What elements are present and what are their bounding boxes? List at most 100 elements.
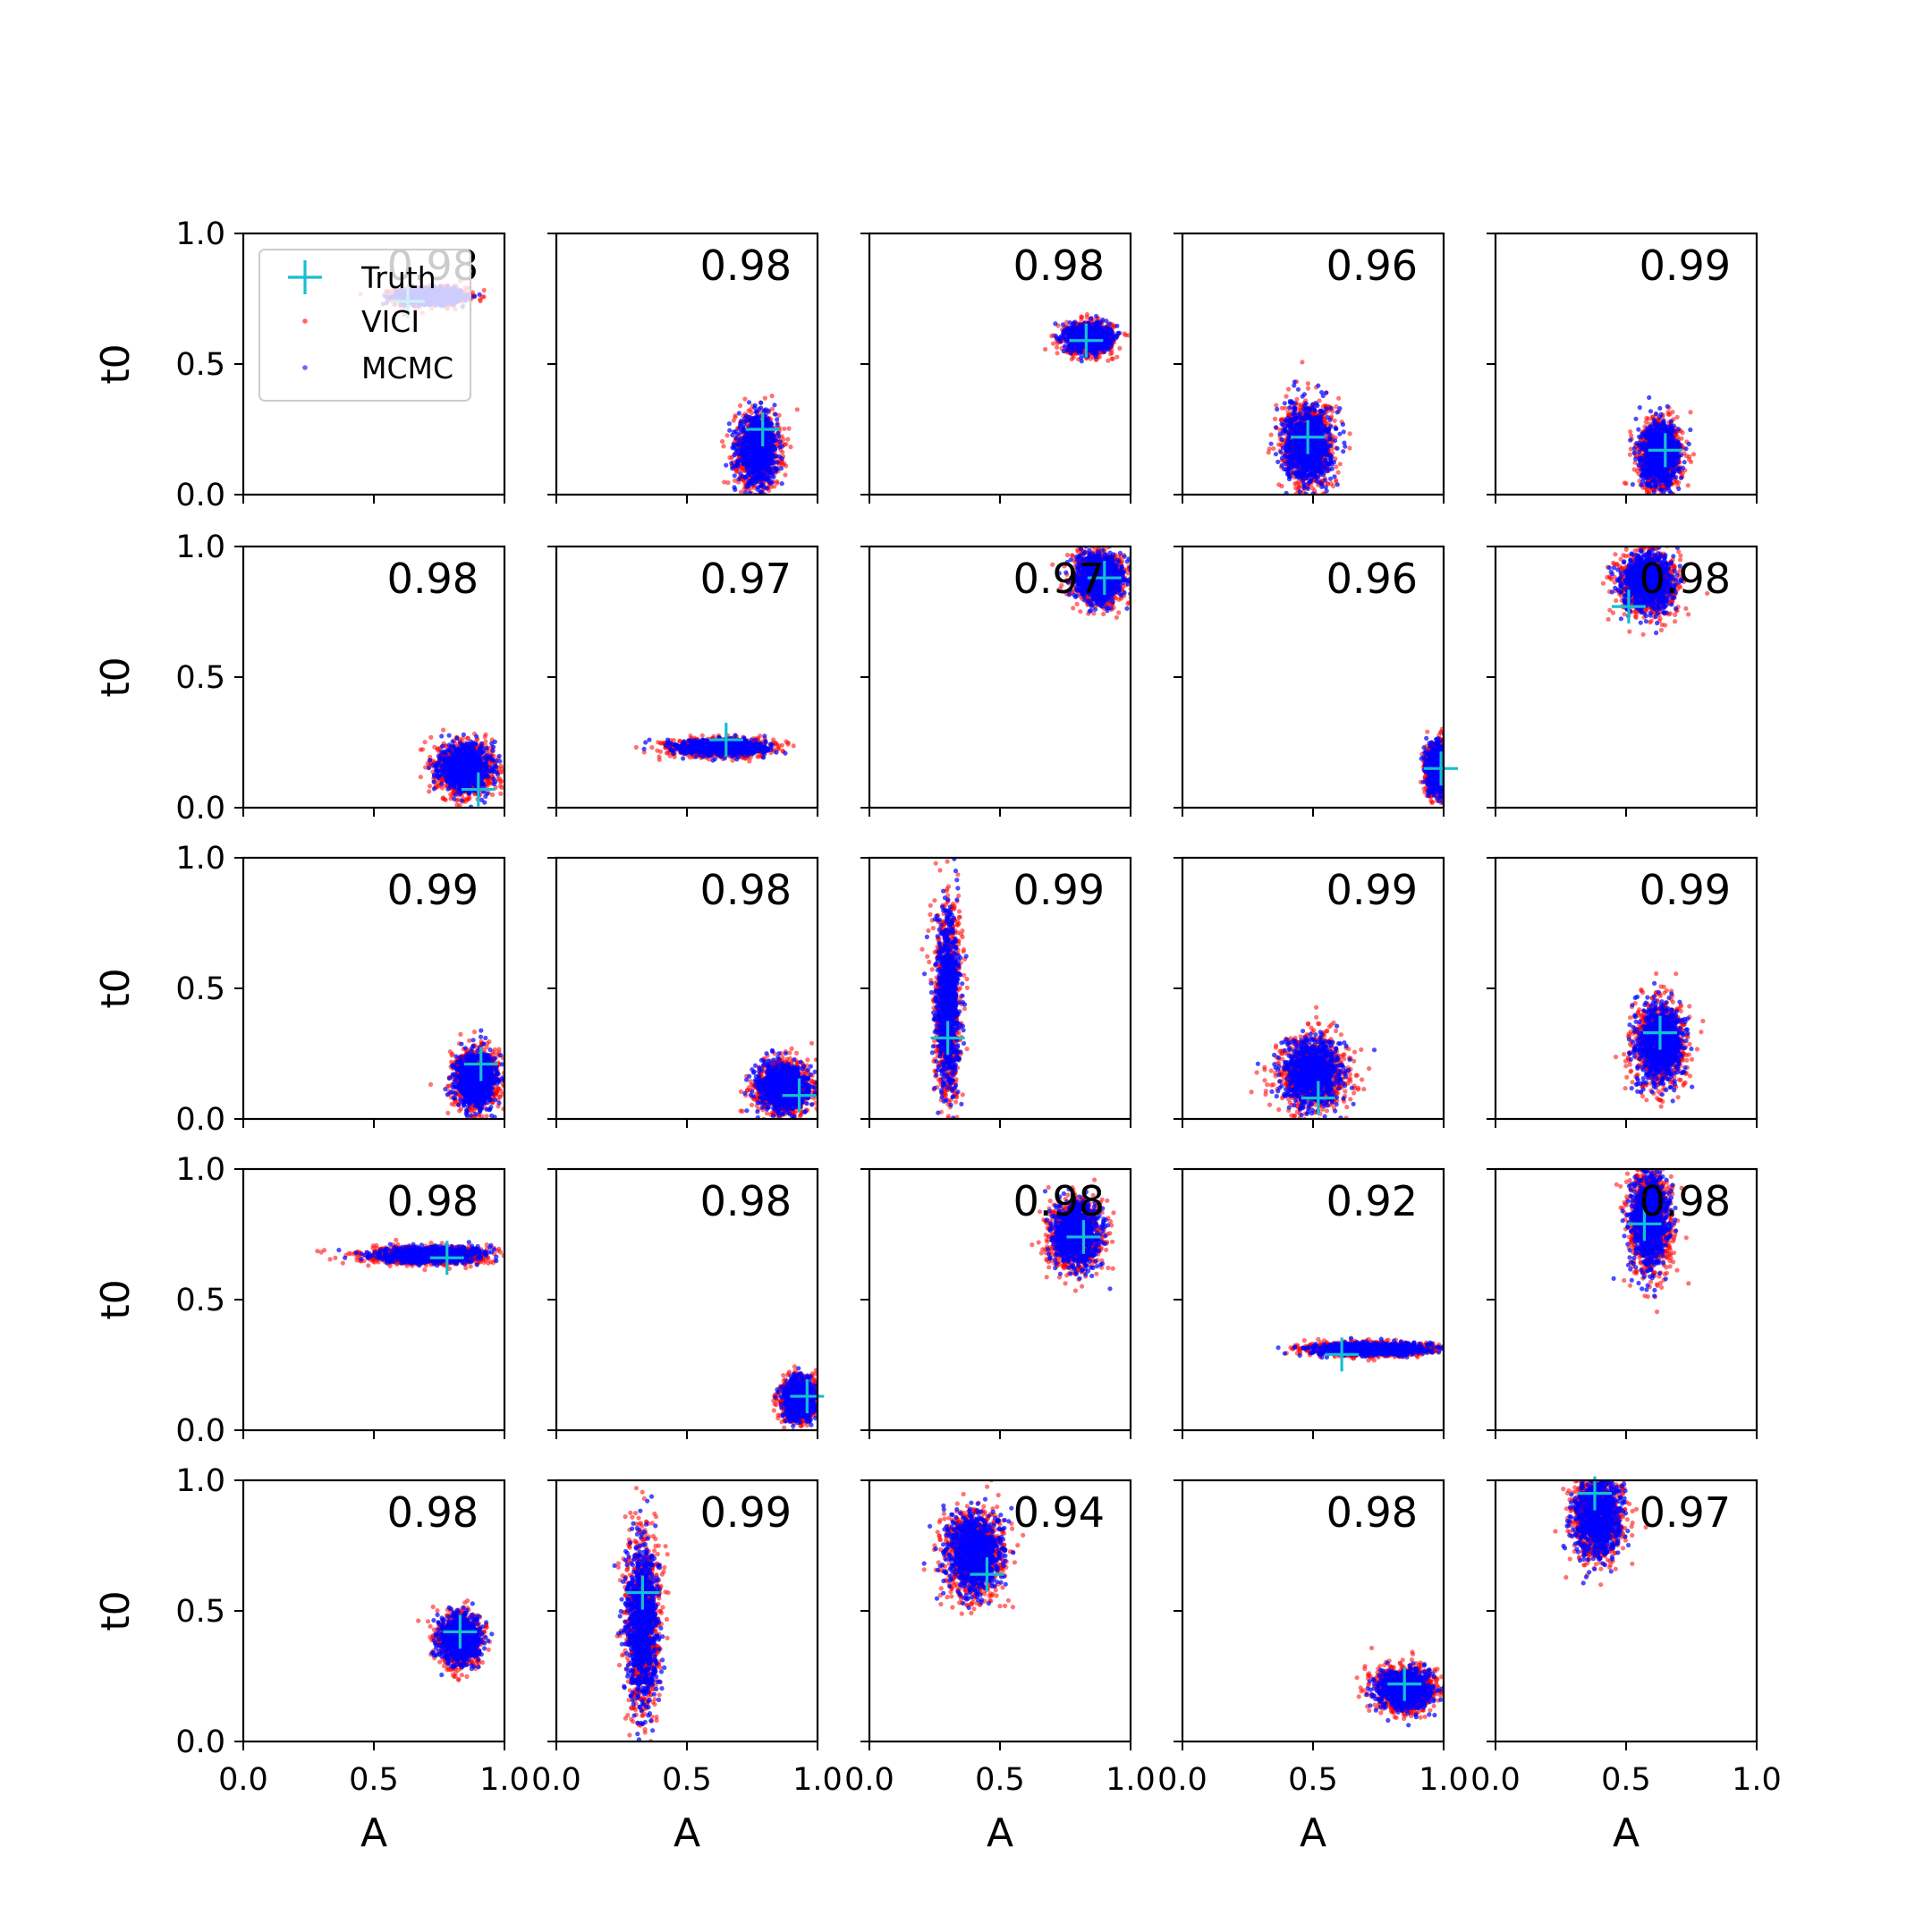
y-tick-label: 0.5 [175,347,225,383]
vici-sample-point [1122,331,1127,336]
mcmc-sample-point [738,421,743,427]
mcmc-sample-point [732,444,737,449]
mcmc-sample-point [760,457,766,462]
mcmc-sample-point [746,435,751,440]
y-tick-label: 1.0 [175,216,225,252]
panels-layer: 0.00.51.00.98t0TruthVICIMCMC0.980.980.96… [93,216,1782,1856]
vici-sample-point [1125,333,1131,338]
panel-1-2: 0.98 [547,232,819,504]
legend-label-mcmc: MCMC [361,351,453,386]
mcmc-sample-point [1104,318,1109,324]
vici-sample-point [1109,350,1114,356]
panel-1-1: 0.00.51.00.98t0TruthVICIMCMC [93,216,506,513]
mcmc-sample-point [732,473,737,479]
mcmc-sample-point [773,437,779,443]
mcmc-sample-point [763,433,768,438]
mcmc-sample-point [775,460,780,465]
mcmc-sample-point [765,450,770,455]
vici-sample-point [1097,354,1102,360]
mcmc-sample-point [472,293,478,299]
vici-sample-point [1051,341,1056,346]
mcmc-sample-point [776,453,782,459]
mcmc-sample-point [727,428,733,433]
mcmc-sample-point [778,466,784,471]
vici-sample-point [785,436,791,442]
mcmc-sample-point [769,470,775,476]
mcmc-sample-point [1104,325,1109,330]
vici-sample-point [1079,314,1085,320]
vici-sample-point [1117,345,1123,351]
mcmc-sample-point [1060,322,1066,327]
vici-sample-point [776,412,782,418]
mcmc-sample-point [755,487,760,492]
vici-sample-point [738,489,744,495]
mcmc-sample-point [768,438,775,444]
mcmc-sample-point [1061,348,1066,354]
mcmc-sample-point [724,462,729,468]
vici-sample-point [742,396,748,402]
mcmc-sample-point [745,430,750,436]
mcmc-sample-point [747,438,752,444]
mcmc-sample-point [730,466,735,471]
mcmc-sample-point [752,418,758,423]
mcmc-sample-point [770,453,775,459]
truth-marker [745,412,780,446]
vici-sample-point [727,455,733,461]
mcmc-sample-point [753,479,758,486]
mcmc-sample-point [736,477,741,482]
vici-sample-point [772,484,777,489]
mcmc-sample-point [746,471,751,477]
mcmc-sample-point [771,474,776,480]
vici-sample-point [769,394,775,399]
mcmc-sample-point [763,462,768,468]
mcmc-sample-point [736,459,741,464]
vici-sample-point [783,472,788,478]
mcmc-sample-point [1053,321,1058,326]
mcmc-sample-point [726,421,732,427]
mcmc-sample-point [772,402,777,408]
mcmc-sample-point [744,445,750,451]
vici-sample-point [1084,311,1089,318]
vici-sample-point [734,469,740,475]
mcmc-sample-point [752,447,758,453]
y-tick-label: 0.0 [175,478,225,513]
mcmc-sample-point [743,475,749,480]
mcmc-sample-point [768,461,774,467]
mcmc-sample-point [768,432,774,437]
vici-sample-point [721,444,726,449]
vici-sample-point [769,406,775,411]
vici-sample-point [782,426,787,431]
vici-sample-point [794,407,800,412]
mcmc-sample-point [741,444,747,449]
panel-1-3: 0.98 [860,232,1132,504]
mcmc-sample-point [777,439,783,445]
mcmc-sample-point [1053,333,1058,339]
vici-sample-point [724,433,730,438]
mcmc-sample-point [734,432,740,437]
vici-sample-point [733,478,738,483]
mcmc-sample-point [732,453,737,458]
legend-truth-marker [288,260,322,294]
legend-vici-marker [302,318,308,324]
mcmc-sample-point [779,481,784,487]
mcmc-sample-point [763,422,768,428]
vici-sample-point [784,441,789,447]
mcmc-sample-point [741,461,747,467]
vici-sample-point [1114,354,1120,360]
vici-sample-point [1106,358,1111,363]
mcmc-sample-point [754,409,760,414]
mcmc-sample-point [768,458,774,463]
vici-sample-point [738,402,743,409]
mcmc-sample-point [775,422,780,428]
mcmc-sample-point [755,414,761,419]
y-axis-label: t0 [93,343,139,384]
mcmc-sample-point [773,411,778,417]
mcmc-sample-point [1094,313,1099,319]
vici-sample-point [481,287,487,293]
mcmc-sample-point [735,441,741,446]
mcmc-sample-point [1106,321,1113,326]
mcmc-sample-point [758,484,764,489]
mcmc-sample-point [1062,343,1067,349]
mcmc-sample-point [757,460,763,466]
